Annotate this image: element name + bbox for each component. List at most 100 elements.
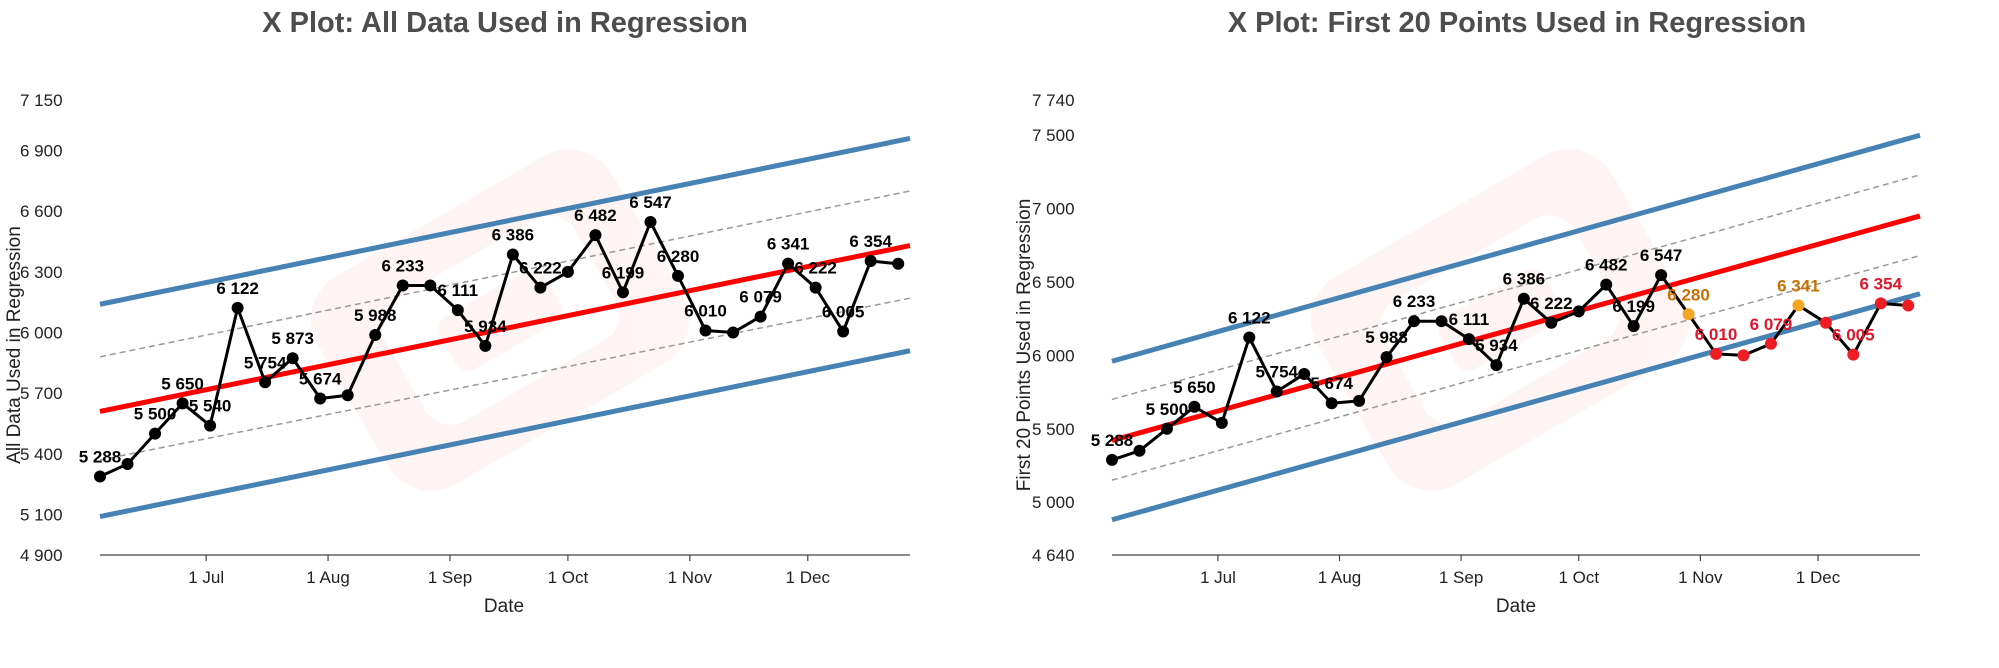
right-chart-y-tick-label: 7 740 (1032, 91, 1075, 110)
right-chart-data-label: 5 500 (1146, 400, 1189, 419)
left-chart-data-point (644, 215, 657, 228)
left-chart-x-axis-label: Date (484, 596, 524, 617)
right-chart-data-point (1655, 269, 1668, 282)
right-chart-data-point (1243, 331, 1256, 344)
left-chart: X Plot: All Data Used in Regression Date… (4, 7, 911, 617)
left-chart-y-tick-label: 5 100 (20, 506, 63, 525)
right-chart-data-label: 6 386 (1503, 270, 1546, 289)
left-chart-data-label: 5 674 (299, 369, 342, 388)
right-chart-data-point (1517, 292, 1530, 305)
left-chart-data-label: 6 280 (657, 247, 700, 266)
right-chart-data-label: 6 354 (1860, 274, 1903, 293)
left-chart-inner-lower-limit (99, 297, 911, 461)
right-chart-data-label: 6 111 (1449, 310, 1490, 329)
left-chart-y-tick-label: 6 900 (20, 142, 63, 161)
left-chart-data-point (204, 419, 217, 432)
right-chart-data-point (1819, 316, 1832, 329)
left-chart-data-label: 6 222 (519, 259, 562, 278)
left-chart-data-point (479, 339, 492, 352)
left-chart-y-tick-label: 6 600 (20, 202, 63, 221)
left-chart-data-point (149, 427, 162, 440)
right-chart-series-line (1111, 273, 1909, 462)
right-chart-data-point (1298, 368, 1311, 381)
left-chart-data-label: 6 010 (684, 302, 727, 321)
right-chart-data-label: 6 005 (1832, 326, 1875, 345)
left-chart-x-tick-label: 1 Nov (668, 568, 713, 587)
right-chart-data-point (1353, 394, 1366, 407)
right-chart-data-point (1435, 315, 1448, 328)
left-chart-title: X Plot: All Data Used in Regression (262, 7, 748, 39)
left-chart-data-label: 6 222 (794, 259, 837, 278)
right-chart-data-point (1160, 422, 1173, 435)
right-chart-data-label: 6 010 (1695, 325, 1738, 344)
right-chart-lower-control-limit (1111, 291, 1921, 523)
left-chart-data-point (369, 328, 382, 341)
right-chart-data-point (1764, 337, 1777, 350)
watermark-right-logo (1311, 149, 1689, 491)
right-chart-y-tick-label: 7 000 (1032, 200, 1075, 219)
right-chart-data-label: 6 199 (1612, 297, 1655, 316)
left-chart-data-label: 5 873 (271, 329, 314, 348)
right-chart-data-point (1710, 347, 1723, 360)
left-chart-y-tick-label: 5 700 (20, 384, 63, 403)
right-chart-data-point (1380, 351, 1393, 364)
right-chart-data-label: 5 988 (1365, 328, 1408, 347)
left-chart-data-label: 5 934 (464, 317, 507, 336)
left-chart-data-label: 6 233 (381, 256, 424, 275)
right-chart-data-point (1490, 359, 1503, 372)
right-chart-x-tick-label: 1 Oct (1558, 568, 1599, 587)
left-chart-data-point (616, 286, 629, 299)
left-chart-data-point (176, 397, 189, 410)
left-chart-data-label: 6 122 (216, 279, 259, 298)
left-chart-data-point (231, 301, 244, 314)
left-chart-regression-line (99, 243, 911, 414)
left-chart-inner-upper-limit (99, 190, 911, 358)
left-chart-data-label: 5 754 (244, 353, 287, 372)
right-chart-data-point (1133, 444, 1146, 457)
right-chart-data-label: 6 547 (1640, 246, 1683, 265)
right-chart-data-label: 6 280 (1667, 285, 1710, 304)
left-chart-data-point (341, 389, 354, 402)
left-chart-y-tick-label: 6 300 (20, 263, 63, 282)
right-chart-data-label: 5 674 (1310, 374, 1353, 393)
left-chart-x-tick-label: 1 Oct (548, 568, 589, 587)
right-chart-y-tick-label: 4 640 (1032, 546, 1075, 565)
right-chart: X Plot: First 20 Points Used in Regressi… (1014, 7, 1921, 617)
left-chart-data-label: 6 341 (767, 235, 810, 254)
left-chart-data-point (864, 254, 877, 267)
right-chart-data-label: 6 079 (1750, 315, 1793, 334)
left-chart-lower-control-limit (99, 348, 911, 520)
left-chart-data-label: 6 079 (739, 288, 782, 307)
left-chart-data-label: 5 988 (354, 306, 397, 325)
left-chart-data-point (534, 281, 547, 294)
right-chart-y-tick-label: 6 000 (1032, 346, 1075, 365)
right-chart-data-point (1408, 315, 1421, 328)
left-chart-data-point (286, 352, 299, 365)
right-chart-data-point (1325, 397, 1338, 410)
right-chart-y-tick-label: 6 500 (1032, 273, 1075, 292)
right-chart-x-axis-label: Date (1496, 596, 1536, 617)
right-chart-x-tick-label: 1 Jul (1200, 568, 1236, 587)
left-chart-data-label: 5 650 (161, 374, 204, 393)
left-chart-y-tick-label: 4 900 (20, 546, 63, 565)
left-chart-data-point (837, 325, 850, 338)
left-chart-data-label: 6 111 (437, 281, 478, 300)
right-chart-data-point (1682, 308, 1695, 321)
right-chart-x-tick-label: 1 Dec (1796, 568, 1841, 587)
right-chart-data-label: 6 341 (1777, 276, 1820, 295)
left-chart-data-point (892, 257, 905, 270)
left-chart-data-label: 6 547 (629, 193, 672, 212)
left-chart-y-tick-label: 6 000 (20, 324, 63, 343)
right-chart-data-label: 6 122 (1228, 308, 1271, 327)
left-chart-series-line (99, 220, 899, 478)
left-chart-x-tick-label: 1 Aug (306, 568, 350, 587)
right-chart-x-tick-label: 1 Sep (1439, 568, 1483, 587)
right-chart-data-point (1188, 400, 1201, 413)
left-chart-data-point (672, 269, 685, 282)
right-chart-y-axis-label: First 20 Points Used in Regression (1014, 199, 1035, 492)
right-chart-data-point (1545, 316, 1558, 329)
left-chart-data-point (782, 257, 795, 270)
left-chart-data-label: 6 005 (822, 303, 865, 322)
left-chart-data-label: 5 540 (189, 397, 232, 416)
